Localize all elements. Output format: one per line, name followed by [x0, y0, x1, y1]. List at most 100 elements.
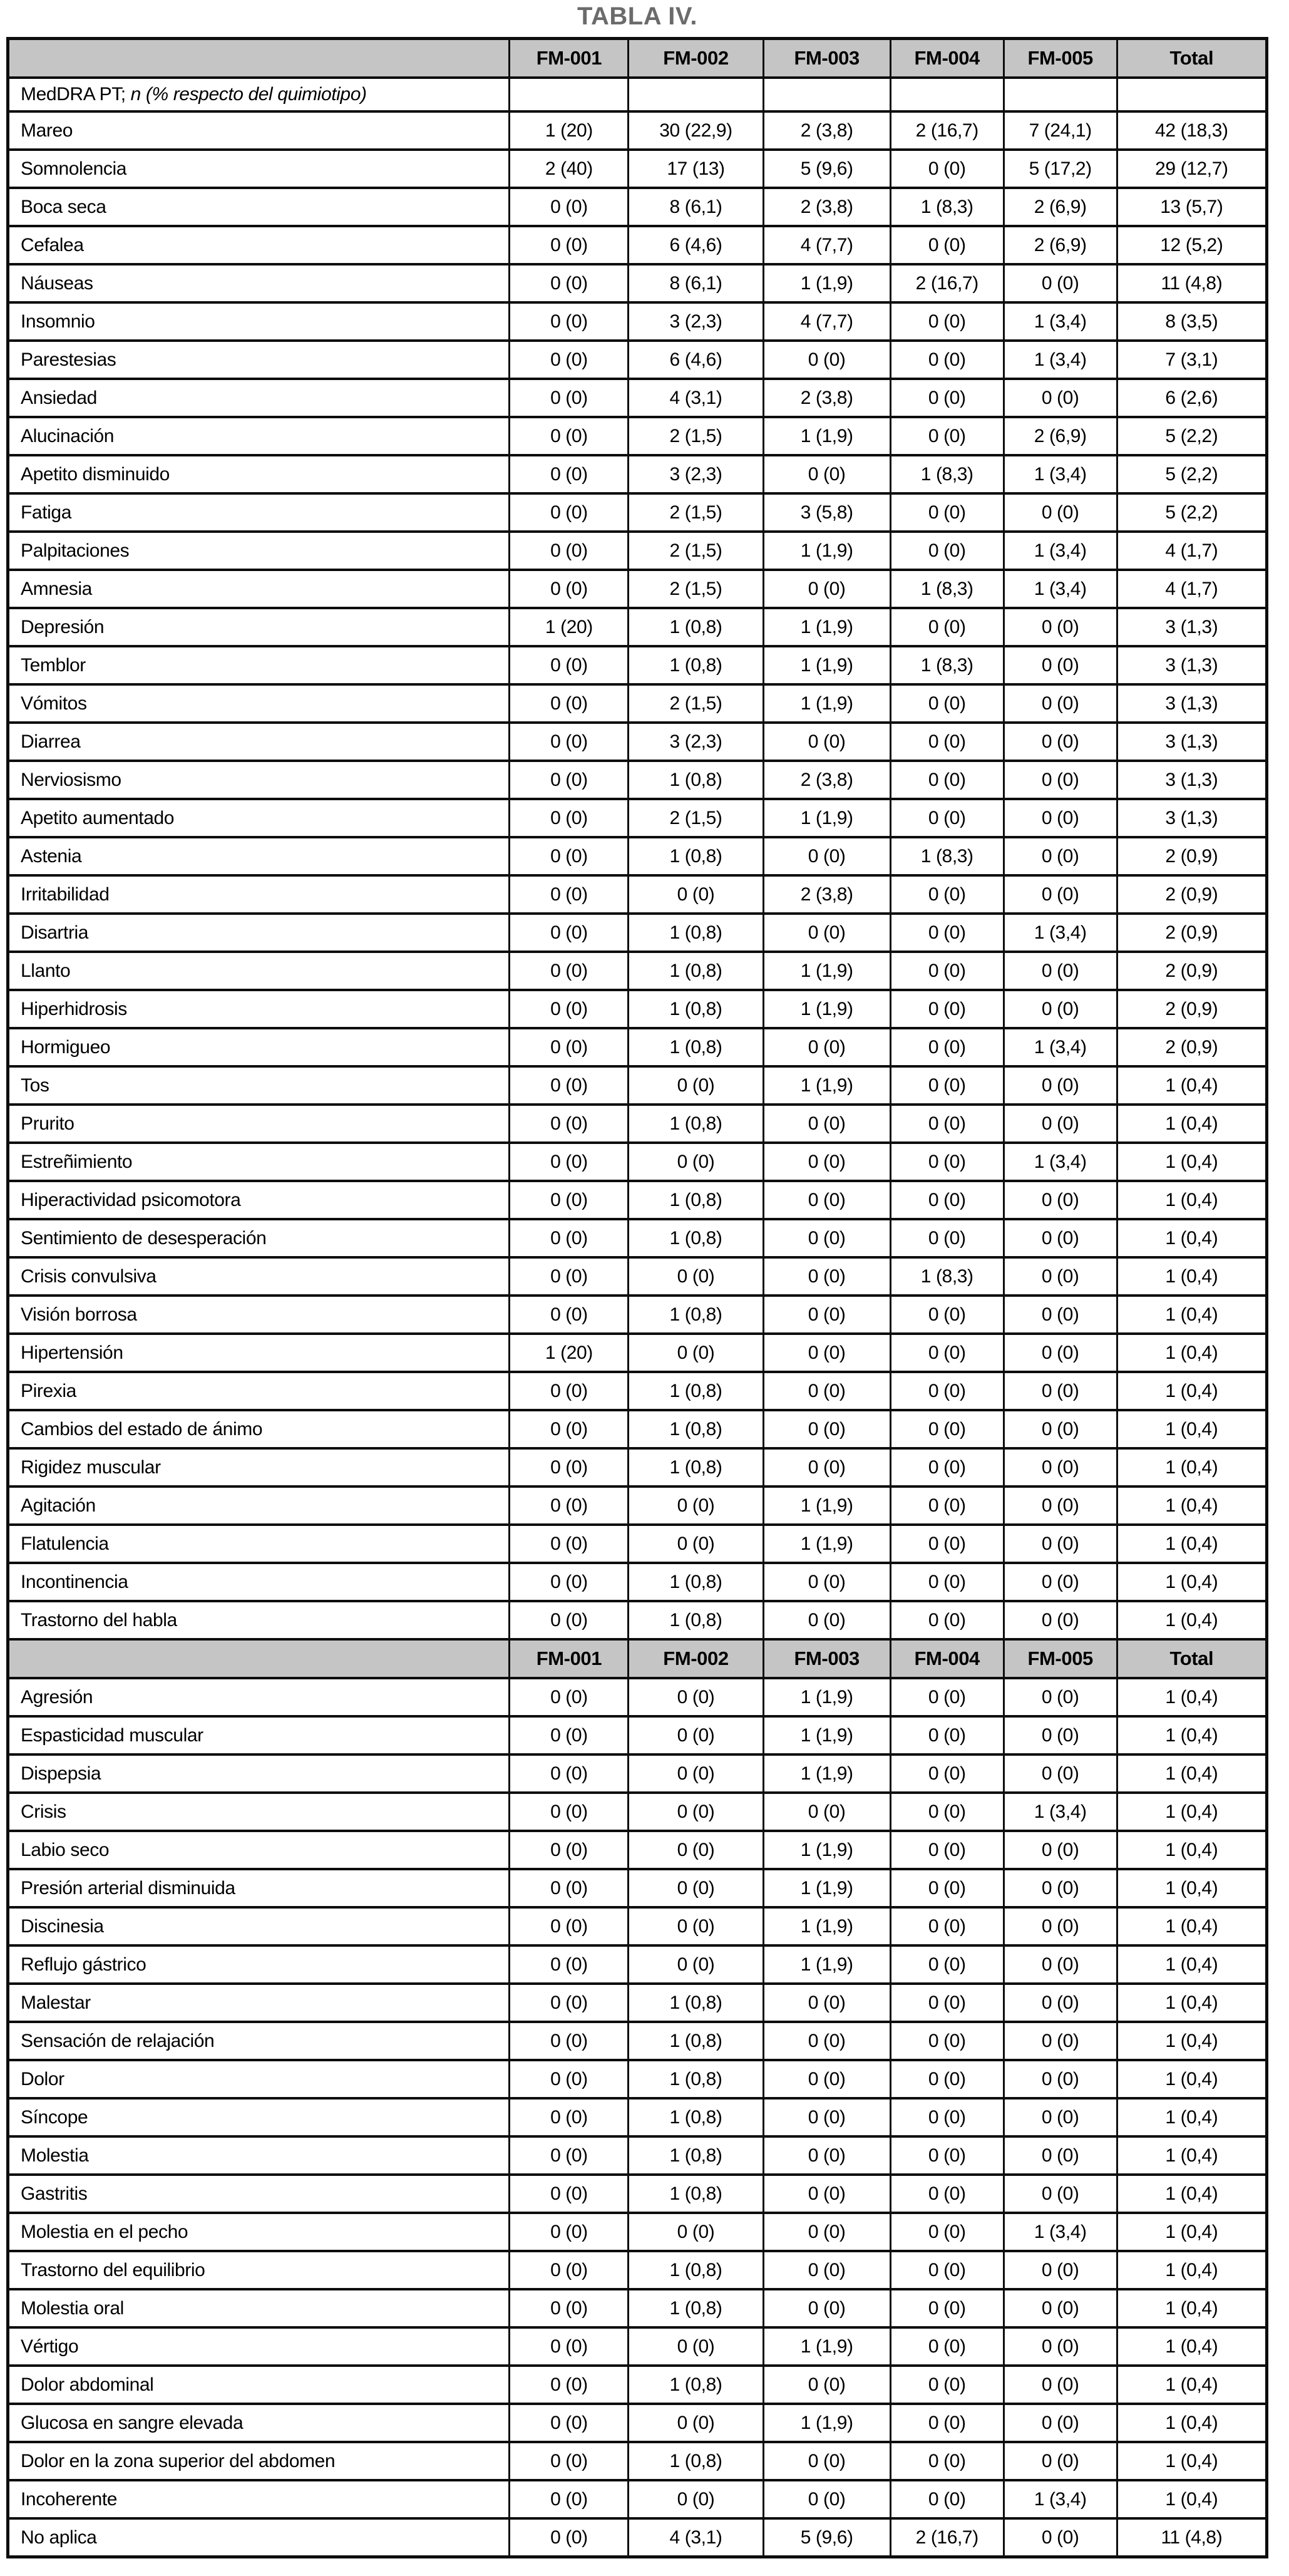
- cell-value: 0 (0): [508, 2441, 630, 2481]
- cell-value: 1 (0,4): [1116, 1677, 1268, 1718]
- cell-value: 1 (1,9): [762, 989, 891, 1029]
- cell-value: 0 (0): [1002, 1600, 1118, 1641]
- cell-value: 1 (0,8): [627, 2250, 764, 2290]
- cell-value: 0 (0): [1002, 1371, 1118, 1411]
- cell-value: 0 (0): [1002, 989, 1118, 1029]
- cell-value: 0 (0): [508, 187, 630, 227]
- cell-value: 3 (1,3): [1116, 798, 1268, 838]
- table-row: Sentimiento de desesperación 0 (0) 1 (0,8)…: [6, 1218, 1268, 1259]
- table-row: Reflujo gástrico 0 (0) 0 (0) 1 (1,9) 0 (0) 0 …: [6, 1944, 1268, 1985]
- cell-value: 0 (0): [1002, 1218, 1118, 1259]
- row-label: Sentimiento de desesperación: [6, 1218, 511, 1259]
- cell-value: 2 (16,7): [889, 263, 1005, 304]
- cell-value: 0 (0): [889, 1944, 1005, 1985]
- empty-cell: [627, 76, 764, 113]
- cell-value: 1 (20): [508, 110, 630, 151]
- cell-value: 0 (0): [762, 1371, 891, 1411]
- cell-value: 0 (0): [508, 1294, 630, 1335]
- cell-value: 8 (3,5): [1116, 301, 1268, 342]
- cell-value: 2 (0,9): [1116, 951, 1268, 991]
- column-header-row: FM-001 FM-002 FM-003 FM-004 FM-005 Total: [6, 1638, 1268, 1679]
- cell-value: 0 (0): [1002, 492, 1118, 533]
- cell-value: 0 (0): [1002, 1906, 1118, 1947]
- cell-value: 0 (0): [889, 1906, 1005, 1947]
- cell-value: 1 (3,4): [1002, 301, 1118, 342]
- cell-value: 1 (0,8): [627, 2173, 764, 2214]
- cell-value: 0 (0): [627, 1715, 764, 1756]
- row-label: Crisis convulsiva: [6, 1256, 511, 1297]
- cell-value: 0 (0): [889, 301, 1005, 342]
- row-label: Cefalea: [6, 225, 511, 265]
- cell-value: 0 (0): [508, 2288, 630, 2329]
- cell-value: 0 (0): [508, 1065, 630, 1106]
- row-label: Presión arterial disminuida: [6, 1868, 511, 1909]
- cell-value: 0 (0): [1002, 836, 1118, 877]
- cell-value: 1 (1,9): [762, 1485, 891, 1526]
- cell-value: 0 (0): [889, 1523, 1005, 1564]
- table-row: Incoherente 0 (0) 0 (0) 0 (0) 0 (0) 1 (3,4) 1 …: [6, 2479, 1268, 2520]
- row-label: Vértigo: [6, 2326, 511, 2367]
- cell-value: 0 (0): [762, 1447, 891, 1488]
- table-row: Agresión 0 (0) 0 (0) 1 (1,9) 0 (0) 0 (0) 1 (0,…: [6, 1677, 1268, 1718]
- row-label: Apetito aumentado: [6, 798, 511, 838]
- row-label: Reflujo gástrico: [6, 1944, 511, 1985]
- cell-value: 1 (0,4): [1116, 2364, 1268, 2405]
- cell-value: 1 (8,3): [889, 187, 1005, 227]
- cell-value: 1 (3,4): [1002, 569, 1118, 609]
- cell-value: 0 (0): [889, 530, 1005, 571]
- cell-value: 0 (0): [889, 1715, 1005, 1756]
- cell-value: 0 (0): [1002, 951, 1118, 991]
- cell-value: 0 (0): [627, 1868, 764, 1909]
- table-row: Somnolencia 2 (40) 17 (13) 5 (9,6) 0 (0) 5 (1…: [6, 148, 1268, 189]
- subheader-label: MedDRA PT; n (% respecto del quimiotipo): [6, 76, 511, 113]
- table-row: Temblor 0 (0) 1 (0,8) 1 (1,9) 1 (8,3) 0 (0) 3 …: [6, 645, 1268, 686]
- cell-value: 3 (2,3): [627, 721, 764, 762]
- header-corner-cell: [6, 1638, 511, 1679]
- cell-value: 1 (0,4): [1116, 1830, 1268, 1870]
- cell-value: 0 (0): [627, 1791, 764, 1832]
- cell-value: 0 (0): [762, 1103, 891, 1144]
- cell-value: 0 (0): [889, 2135, 1005, 2176]
- cell-value: 0 (0): [508, 836, 630, 877]
- cell-value: 0 (0): [1002, 798, 1118, 838]
- header-corner-cell: [6, 37, 511, 79]
- table-row: Espasticidad muscular 0 (0) 0 (0) 1 (1,9) 0 …: [6, 1715, 1268, 1756]
- cell-value: 0 (0): [1002, 1103, 1118, 1144]
- cell-value: 0 (0): [762, 1256, 891, 1297]
- cell-value: 1 (0,4): [1116, 2097, 1268, 2138]
- cell-value: 0 (0): [762, 1180, 891, 1220]
- cell-value: 0 (0): [627, 1523, 764, 1564]
- cell-value: 0 (0): [762, 1562, 891, 1602]
- cell-value: 0 (0): [508, 2326, 630, 2367]
- cell-value: 0 (0): [1002, 1944, 1118, 1985]
- table-row: Crisis convulsiva 0 (0) 0 (0) 0 (0) 1 (8,3) 0…: [6, 1256, 1268, 1297]
- cell-value: 0 (0): [508, 2097, 630, 2138]
- cell-value: 4 (3,1): [627, 378, 764, 418]
- cell-value: 0 (0): [762, 912, 891, 953]
- cell-value: 0 (0): [889, 721, 1005, 762]
- cell-value: 0 (0): [889, 2479, 1005, 2520]
- table-row: Estreñimiento 0 (0) 0 (0) 0 (0) 0 (0) 1 (3,4)…: [6, 1141, 1268, 1182]
- table-row: No aplica 0 (0) 4 (3,1) 5 (9,6) 2 (16,7) 0 (0…: [6, 2517, 1268, 2558]
- column-header-cell: FM-004: [889, 37, 1005, 79]
- cell-value: 0 (0): [508, 1944, 630, 1985]
- cell-value: 1 (0,4): [1116, 1753, 1268, 1794]
- cell-value: 2 (16,7): [889, 2517, 1005, 2558]
- row-label: Somnolencia: [6, 148, 511, 189]
- row-label: Parestesias: [6, 339, 511, 380]
- cell-value: 0 (0): [508, 1753, 630, 1794]
- cell-value: 1 (1,9): [762, 1830, 891, 1870]
- table-row: Discinesia 0 (0) 0 (0) 1 (1,9) 0 (0) 0 (0) 1 (…: [6, 1906, 1268, 1947]
- row-label: No aplica: [6, 2517, 511, 2558]
- cell-value: 0 (0): [889, 798, 1005, 838]
- cell-value: 0 (0): [508, 1447, 630, 1488]
- subheader-italic-text: n (% respecto del quimiotipo): [130, 84, 367, 105]
- row-label: Cambios del estado de ánimo: [6, 1409, 511, 1450]
- cell-value: 0 (0): [889, 607, 1005, 647]
- cell-value: 1 (3,4): [1002, 2479, 1118, 2520]
- cell-value: 1 (0,8): [627, 1218, 764, 1259]
- cell-value: 1 (0,4): [1116, 1256, 1268, 1297]
- column-header-row: FM-001 FM-002 FM-003 FM-004 FM-005 Total: [6, 37, 1268, 79]
- table-row: Sensación de relajación 0 (0) 1 (0,8) 0 (0)…: [6, 2021, 1268, 2061]
